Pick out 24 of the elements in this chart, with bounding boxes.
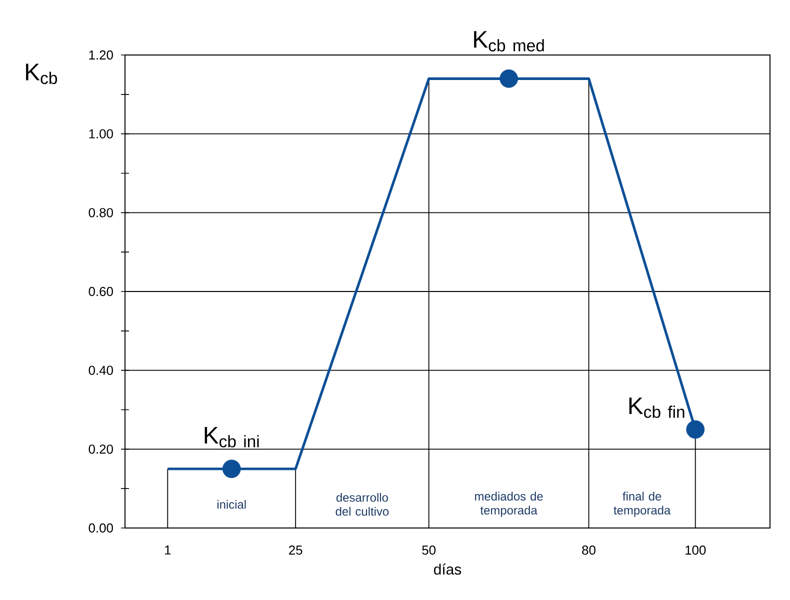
x-tick-label: 100 [686,546,706,555]
y-tick-label: 1.20 [89,50,113,60]
annotation: desarrollo del cultivo [336,492,389,516]
point [222,460,241,478]
annotation: $\mathrm{K}_{\mathrm{cb\ ini}}$ [204,427,259,448]
y-tick-label: 0.20 [88,444,113,454]
x-tick-label: 80 [582,546,596,555]
y-tick-label: 0.40 [88,366,113,375]
y-tick-label: 0.60 [88,286,113,296]
point [500,69,518,88]
y-axis-title: K$_{cb}$ [26,64,58,84]
text: $\mathrm{K}_{\mathrm{cb\ med}}$ [474,31,544,52]
point [686,420,705,439]
x-tick-label: 25 [289,546,302,555]
y-tick-label: 1.00 [89,129,113,138]
annotation: $\mathrm{K}_{\mathrm{cb\ fin}}$ [629,398,684,418]
x-axis-title: días [434,564,462,575]
y-tick-label: 0.00 [88,523,113,533]
annotation: final de temporada [614,492,671,517]
x-tick-label: 50 [422,546,436,555]
annotation: mediados de temporada [475,492,543,517]
x-tick-label: 1 [165,546,171,554]
annotation: inicial [217,500,246,509]
y-tick-label: 0.80 [88,208,113,218]
